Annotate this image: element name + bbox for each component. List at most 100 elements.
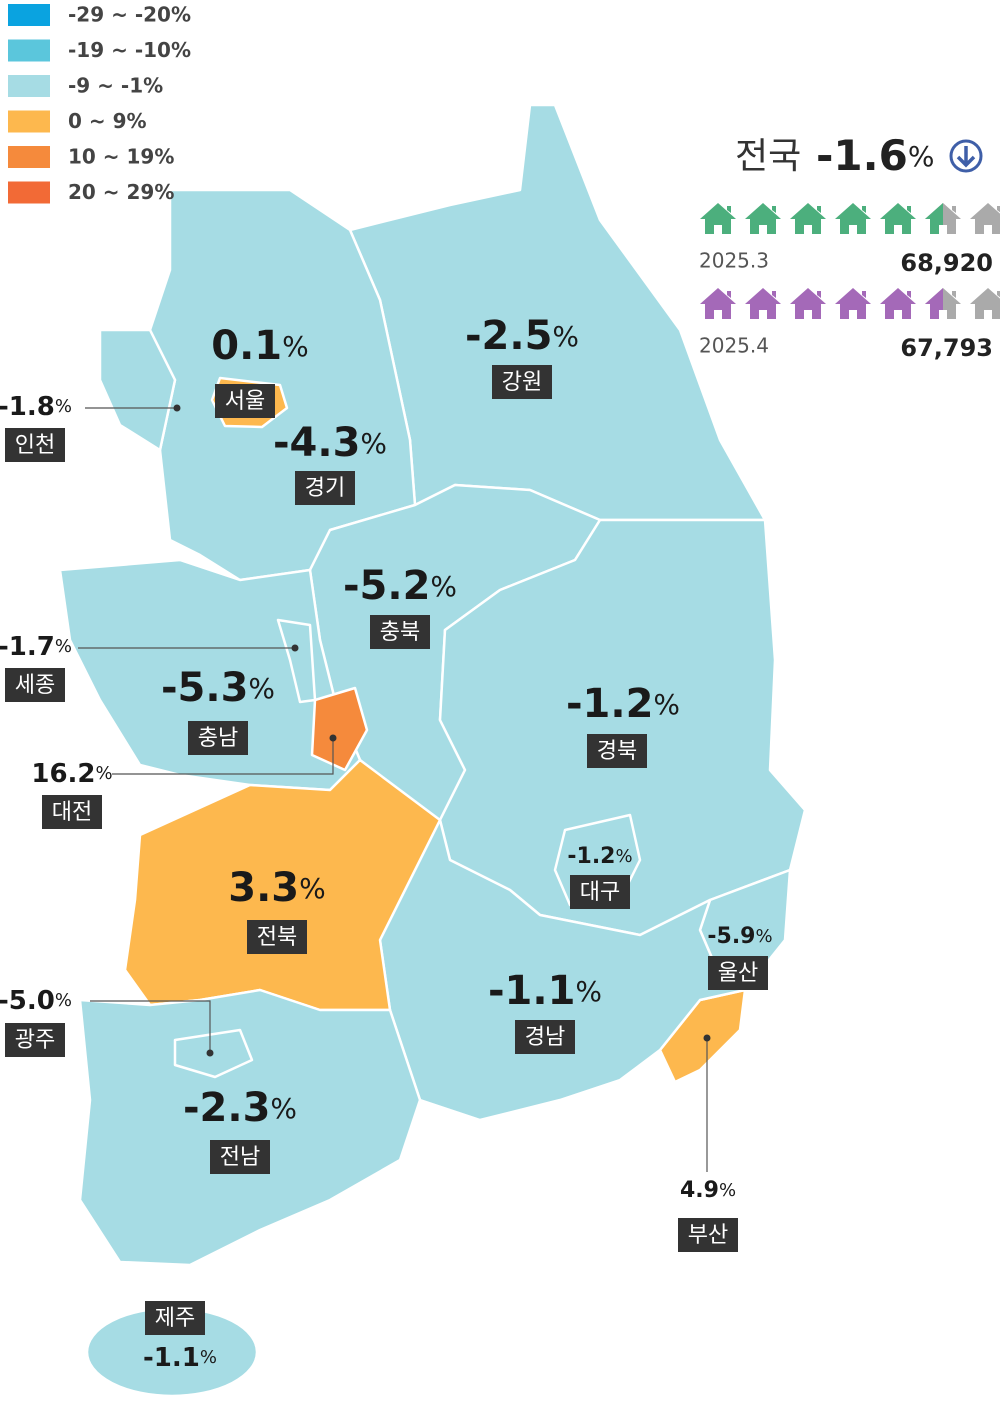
house (880, 203, 916, 234)
unit: % (55, 396, 72, 417)
house-icon (925, 203, 961, 234)
unit: % (96, 763, 113, 784)
count-label: 67,793 (900, 334, 993, 362)
value: -4.3 (273, 420, 360, 466)
region-value: -1.1% (143, 1343, 217, 1373)
region-value: 0.1% (211, 323, 308, 369)
unit: % (616, 846, 633, 867)
value: 3.3 (228, 865, 299, 911)
value: -1.8 (0, 392, 55, 422)
unit: % (653, 688, 680, 721)
region-name: 인천 (15, 433, 55, 458)
unit: % (719, 1180, 736, 1201)
house-icon (835, 288, 871, 319)
region-name: 광주 (15, 1028, 55, 1053)
region-name-box (42, 795, 102, 829)
house-icon (925, 288, 961, 319)
unit: % (908, 140, 935, 173)
count-label: 68,920 (900, 249, 993, 277)
legend-label: 0 ~ 9% (68, 109, 147, 133)
house-icon (970, 203, 1000, 234)
house (745, 288, 781, 319)
legend-label: 20 ~ 29% (68, 180, 174, 204)
region-name-box (5, 668, 65, 702)
region-name: 전남 (220, 1145, 260, 1170)
leader-dot (329, 734, 337, 742)
unit: % (299, 872, 326, 905)
region-value: -2.3% (183, 1085, 297, 1131)
region-daejeon (310, 686, 369, 772)
region-value: -5.3% (161, 665, 275, 711)
region-name: 강원 (502, 370, 542, 395)
value: -5.9 (707, 924, 755, 949)
unit: % (430, 570, 457, 603)
house (700, 288, 736, 319)
house-icon (880, 203, 916, 234)
house-icon (745, 288, 781, 319)
value: -5.0 (0, 986, 55, 1016)
region-value: 3.3% (228, 865, 325, 911)
region-value: -2.5% (465, 313, 579, 359)
region-name-box (210, 1140, 270, 1174)
legend-label: -19 ~ -10% (68, 38, 191, 62)
value: -5.3 (161, 665, 248, 711)
legend: -29 ~ -20% -19 ~ -10% -9 ~ -1% 0 ~ 9% 10 ~ 1… (8, 3, 191, 204)
house-part (925, 288, 943, 319)
region-name-box (515, 1020, 575, 1054)
regions (58, 103, 807, 1398)
legend-swatch (8, 4, 50, 26)
value: -5.2 (343, 563, 430, 609)
value: -1.6 (816, 131, 908, 180)
house (880, 288, 916, 319)
house-icon (835, 203, 871, 234)
region-name: 서울 (225, 389, 265, 414)
legend-swatch (8, 110, 50, 133)
unit: % (55, 990, 72, 1011)
date-label: 2025.3 (699, 249, 769, 273)
region-name-box (5, 428, 65, 462)
unit: % (360, 427, 387, 460)
legend-label: 10 ~ 19% (68, 145, 174, 169)
region-name: 세종 (15, 673, 55, 698)
legend-swatch (8, 39, 50, 62)
region-name-box (5, 1023, 65, 1057)
region-value: -5.2% (343, 563, 457, 609)
value: -1.1 (488, 968, 575, 1014)
region-value: -1.1% (488, 968, 602, 1014)
house-icon (700, 288, 736, 319)
legend-label: -9 ~ -1% (68, 74, 163, 98)
date-label: 2025.4 (699, 334, 769, 358)
region-name-box (247, 920, 307, 954)
unit: % (552, 320, 579, 353)
region-value: -4.3% (273, 420, 387, 466)
region-value: 4.9% (680, 1178, 736, 1203)
region-name-box (492, 365, 552, 399)
region-gwangju (173, 1028, 254, 1079)
national-label: 전국 (735, 136, 801, 177)
unit: % (575, 975, 602, 1008)
region-name: 충남 (198, 726, 238, 751)
leader-line (90, 1000, 211, 1053)
unit: % (55, 636, 72, 657)
down-arrow (956, 146, 976, 168)
house (790, 288, 826, 319)
house-icon (790, 288, 826, 319)
region-name-box (145, 1301, 205, 1335)
house-icon (970, 288, 1000, 319)
region-name: 부산 (688, 1223, 728, 1248)
house-comparison: 2025.3 68,920 2025.4 67,793 (699, 203, 1000, 362)
region-value: -1.8% (0, 392, 72, 422)
house-icon (745, 203, 781, 234)
leader-dot (703, 1034, 711, 1042)
region-name-box (370, 615, 430, 649)
region-name-box (678, 1218, 738, 1252)
value: -2.3 (183, 1085, 270, 1131)
region-name: 충북 (380, 620, 420, 645)
value: -1.7 (0, 632, 55, 662)
region-name-box (295, 471, 355, 505)
leader-dot (173, 404, 181, 412)
region-labels: -2.5%강원-4.3%경기-1.8%인천0.1%서울-5.2%충북-5.3%충… (0, 313, 773, 1373)
region-name: 경북 (597, 739, 637, 764)
region-name-box (587, 734, 647, 768)
